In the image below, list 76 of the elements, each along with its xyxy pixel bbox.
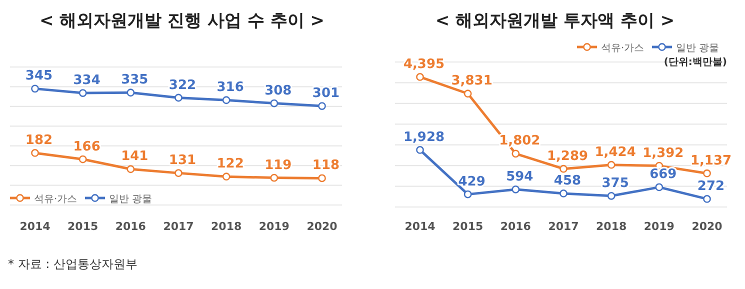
x-tick-label: 2019: [644, 220, 674, 233]
data-label: 1,137: [690, 153, 732, 168]
point: [560, 189, 568, 198]
point: [655, 183, 664, 192]
point: [222, 96, 230, 104]
x-tick-label: 2019: [258, 220, 290, 233]
data-label: 1,424: [594, 144, 636, 160]
data-label: 1,289: [546, 148, 588, 164]
legend-label: 일반 광물: [676, 43, 720, 54]
data-label: 166: [73, 139, 100, 154]
point: [270, 99, 278, 108]
data-label: 322: [168, 78, 196, 93]
x-tick-label: 2020: [692, 220, 723, 233]
data-label: 429: [458, 174, 486, 190]
point: [270, 174, 278, 182]
point: [512, 185, 520, 194]
annotation: (단위:백만불): [664, 57, 727, 68]
data-label: 1,928: [403, 130, 445, 145]
data-label: 3,831: [451, 74, 492, 89]
data-label: 335: [121, 72, 148, 88]
x-tick-label: 2016: [115, 220, 146, 233]
chart-title: < 해외자원개발 투자액 추이 >: [435, 11, 675, 31]
x-tick-label: 2017: [163, 220, 194, 233]
x-tick-label: 2017: [548, 220, 579, 233]
data-label: 1,392: [642, 146, 684, 161]
data-label: 334: [73, 73, 100, 88]
point: [512, 150, 520, 158]
point: [607, 192, 616, 200]
point: [318, 102, 326, 110]
x-tick-label: 2015: [68, 220, 98, 233]
point: [318, 174, 326, 182]
point: [78, 155, 87, 164]
point: [464, 190, 472, 198]
data-label: 122: [216, 156, 244, 172]
point: [174, 169, 182, 178]
legend-label: 석유·가스: [601, 43, 644, 54]
data-label: 118: [312, 158, 340, 174]
point: [416, 72, 424, 81]
point: [174, 94, 182, 102]
point: [31, 149, 39, 157]
point: [703, 169, 711, 178]
data-label: 458: [554, 173, 582, 188]
point: [464, 90, 472, 98]
x-tick-label: 2018: [211, 220, 242, 233]
data-label: 141: [121, 149, 148, 164]
legend-label: 일반 광물: [109, 194, 152, 205]
data-label: 131: [168, 153, 196, 168]
data-label: 316: [216, 80, 244, 96]
x-tick-label: 2020: [306, 220, 338, 233]
data-label: 119: [264, 158, 292, 173]
data-label: 308: [264, 83, 292, 98]
x-tick-label: 2018: [596, 220, 627, 233]
chart-title: < 해외자원개발 진행 사업 수 추이 >: [40, 11, 324, 31]
data-label: 594: [506, 169, 534, 184]
point: [126, 88, 135, 97]
point: [560, 164, 568, 173]
point: [222, 172, 230, 181]
x-tick-label: 2015: [452, 220, 484, 233]
point: [78, 89, 87, 97]
data-label: 375: [602, 176, 629, 191]
x-tick-label: 2014: [404, 220, 436, 233]
data-label: 301: [312, 86, 340, 102]
x-tick-label: 2014: [20, 220, 51, 233]
point: [416, 146, 424, 154]
data-label: 272: [697, 178, 725, 194]
x-tick-label: 2016: [500, 220, 532, 233]
point: [126, 165, 135, 174]
text: * 자료 : 산업통상자원부: [8, 257, 138, 271]
point: [31, 84, 39, 93]
data-label: 4,395: [403, 56, 445, 72]
legend-label: 석유·가스: [34, 194, 78, 205]
point: [607, 160, 616, 169]
data-label: 182: [25, 132, 53, 148]
data-label: 669: [650, 167, 677, 182]
data-label: 345: [25, 68, 53, 84]
point: [703, 195, 711, 203]
